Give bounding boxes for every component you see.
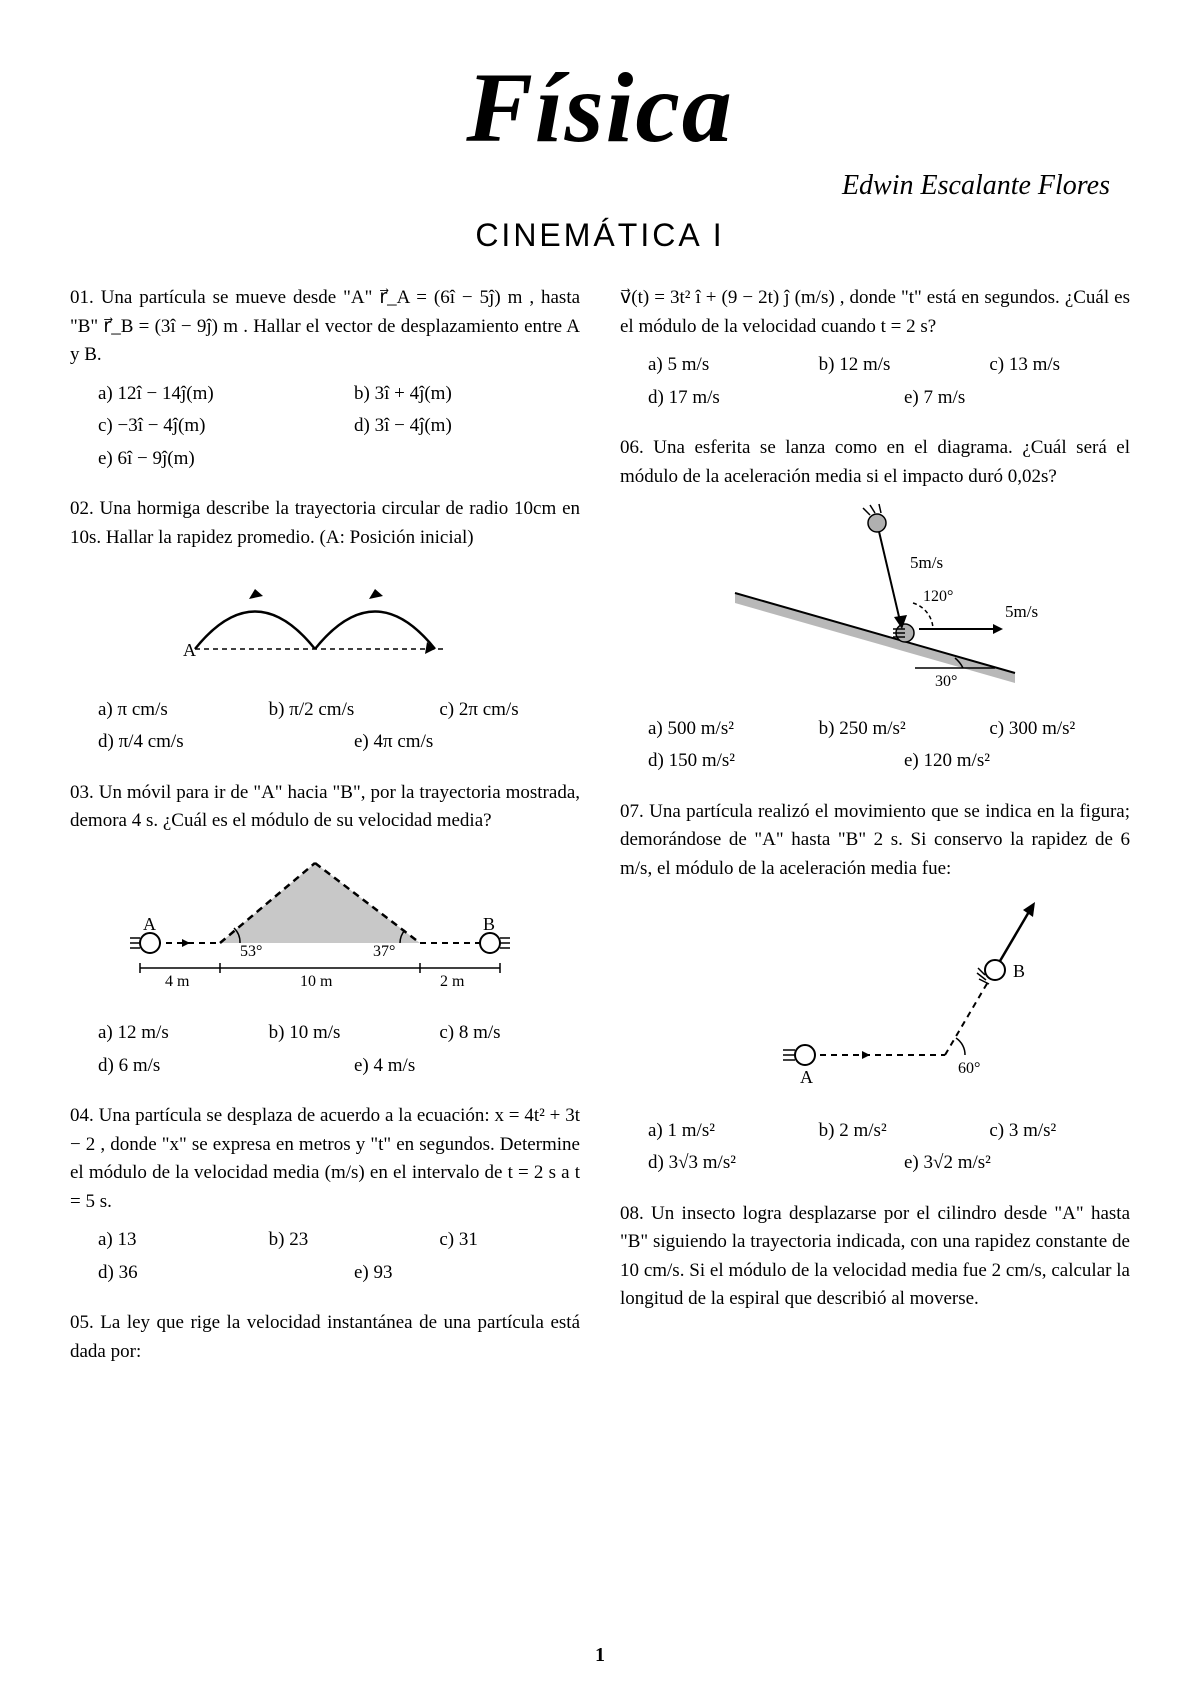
option-c: c) 8 m/s [439, 1019, 580, 1048]
section-title: CINEMÁTICA I [70, 217, 1130, 254]
problem-body: Una esferita se lanza como en el diagram… [620, 437, 1130, 487]
problem-03: 03. Un móvil para ir de "A" hacia "B", p… [70, 779, 580, 1081]
problem-number: 04. [70, 1105, 94, 1126]
option-e: e) 7 m/s [904, 384, 1130, 413]
option-c: c) 3 m/s² [989, 1117, 1130, 1146]
option-c: c) 2π cm/s [439, 696, 580, 725]
svg-text:5m/s: 5m/s [910, 553, 943, 572]
option-e: e) 4 m/s [354, 1052, 580, 1081]
option-a: a) 12î − 14ĵ(m) [98, 380, 324, 409]
problem-body: Un móvil para ir de "A" hacia "B", por l… [70, 782, 580, 832]
svg-text:A: A [143, 914, 156, 934]
svg-text:10 m: 10 m [300, 973, 333, 990]
problem-07: 07. Una partícula realizó el movimiento … [620, 798, 1130, 1178]
svg-text:2 m: 2 m [440, 973, 465, 990]
option-d: d) 36 [98, 1259, 324, 1288]
diagram-06: 5m/s 5m/s 120° 30° [620, 503, 1130, 703]
svg-text:B: B [483, 914, 495, 934]
option-c: c) 13 m/s [989, 351, 1130, 380]
diagram-02: A [70, 564, 580, 684]
problem-06: 06. Una esferita se lanza como en el dia… [620, 434, 1130, 776]
problem-body: Una hormiga describe la trayectoria circ… [70, 498, 580, 548]
option-a: a) π cm/s [98, 696, 239, 725]
option-d: d) 150 m/s² [648, 747, 874, 776]
problem-number: 05. [70, 1312, 94, 1333]
diagram-03: A B 53° 37° 4 m 10 m 2 m [70, 848, 580, 1008]
option-d: d) 17 m/s [648, 384, 874, 413]
option-a: a) 5 m/s [648, 351, 789, 380]
problem-number: 03. [70, 782, 94, 803]
option-d: d) 6 m/s [98, 1052, 324, 1081]
svg-text:A: A [183, 640, 196, 660]
svg-text:53°: 53° [240, 943, 262, 960]
problem-body: Una partícula se desplaza de acuerdo a l… [99, 1105, 495, 1126]
problem-number: 01. [70, 287, 94, 308]
problem-08: 08. Un insecto logra desplazarse por el … [620, 1200, 1130, 1314]
svg-text:4 m: 4 m [165, 973, 190, 990]
problem-04: 04. Una partícula se desplaza de acuerdo… [70, 1102, 580, 1287]
problem-body: Una partícula realizó el movimiento que … [620, 801, 1130, 879]
option-a: a) 500 m/s² [648, 715, 789, 744]
problem-05: 05. La ley que rige la velocidad instant… [70, 1309, 580, 1366]
page-number: 1 [595, 1644, 605, 1667]
option-e: e) 4π cm/s [354, 728, 580, 757]
problem-number: 08. [620, 1203, 644, 1224]
problem-body: La ley que rige la velocidad instantánea… [70, 1312, 580, 1362]
option-b: b) 250 m/s² [819, 715, 960, 744]
option-e: e) 3√2 m/s² [904, 1149, 1130, 1178]
problem-05-cont: v⃗(t) = 3t² î + (9 − 2t) ĵ (m/s) , donde… [620, 284, 1130, 412]
option-b: b) 23 [269, 1226, 410, 1255]
problem-body: , donde "x" se expresa en metros y "t" e… [70, 1134, 580, 1212]
option-a: a) 13 [98, 1226, 239, 1255]
svg-text:5m/s: 5m/s [1005, 602, 1038, 621]
svg-text:A: A [800, 1067, 813, 1087]
option-e: e) 93 [354, 1259, 580, 1288]
problem-number: 07. [620, 801, 644, 822]
option-c: c) 31 [439, 1226, 580, 1255]
page-title: Física [70, 50, 1130, 165]
svg-text:60°: 60° [958, 1060, 980, 1077]
option-b: b) π/2 cm/s [269, 696, 410, 725]
svg-text:37°: 37° [373, 943, 395, 960]
option-c: c) 300 m/s² [989, 715, 1130, 744]
equation: v⃗(t) = 3t² î + (9 − 2t) ĵ (m/s) [620, 287, 835, 308]
svg-text:30°: 30° [935, 673, 957, 690]
option-d: d) π/4 cm/s [98, 728, 324, 757]
svg-text:120°: 120° [923, 588, 953, 605]
problem-01: 01. Una partícula se mueve desde "A" r⃗_… [70, 284, 580, 473]
diagram-07: A B 60° [620, 895, 1130, 1105]
problem-02: 02. Una hormiga describe la trayectoria … [70, 495, 580, 757]
option-a: a) 1 m/s² [648, 1117, 789, 1146]
author-name: Edwin Escalante Flores [70, 170, 1130, 202]
left-column: 01. Una partícula se mueve desde "A" r⃗_… [70, 284, 580, 1388]
content-columns: 01. Una partícula se mueve desde "A" r⃗_… [70, 284, 1130, 1388]
problem-number: 02. [70, 498, 94, 519]
option-b: b) 12 m/s [819, 351, 960, 380]
problem-body: Un insecto logra desplazarse por el cili… [620, 1203, 1130, 1310]
option-e: e) 6î − 9ĵ(m) [98, 445, 580, 474]
option-d: d) 3√3 m/s² [648, 1149, 874, 1178]
problem-body: Una partícula se mueve desde "A" [101, 287, 380, 308]
option-e: e) 120 m/s² [904, 747, 1130, 776]
option-b: b) 2 m/s² [819, 1117, 960, 1146]
option-d: d) 3î − 4ĵ(m) [354, 412, 580, 441]
option-a: a) 12 m/s [98, 1019, 239, 1048]
option-b: b) 3î + 4ĵ(m) [354, 380, 580, 409]
svg-text:B: B [1013, 961, 1025, 981]
option-b: b) 10 m/s [269, 1019, 410, 1048]
equation: r⃗_A = (6î − 5ĵ) m [379, 287, 522, 308]
option-c: c) −3î − 4ĵ(m) [98, 412, 324, 441]
problem-number: 06. [620, 437, 644, 458]
right-column: v⃗(t) = 3t² î + (9 − 2t) ĵ (m/s) , donde… [620, 284, 1130, 1388]
equation: r⃗_B = (3î − 9ĵ) m [103, 316, 238, 337]
